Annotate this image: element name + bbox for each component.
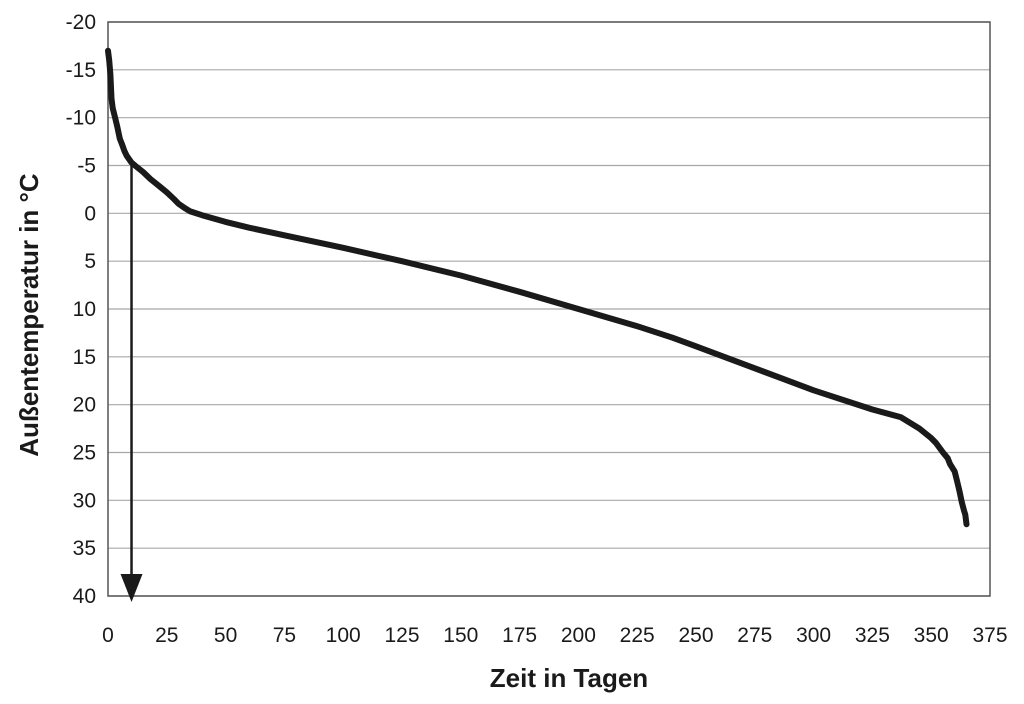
plot-frame bbox=[107, 21, 991, 597]
x-tick-label: 275 bbox=[737, 624, 772, 647]
y-tick-label: 30 bbox=[73, 489, 96, 512]
y-tick-label: 40 bbox=[73, 585, 96, 608]
x-tick-label: 250 bbox=[678, 624, 713, 647]
y-tick-label: -20 bbox=[66, 11, 96, 34]
y-axis-title: Außentemperatur in °C bbox=[14, 173, 44, 457]
y-tick-label: -15 bbox=[66, 59, 96, 82]
x-tick-label: 300 bbox=[796, 624, 831, 647]
x-tick-label: 325 bbox=[855, 624, 890, 647]
grid-lines bbox=[108, 21, 990, 597]
y-tick-label: 35 bbox=[73, 537, 96, 560]
x-tick-label: 0 bbox=[102, 624, 114, 647]
x-tick-label: 100 bbox=[326, 624, 361, 647]
x-tick-label: 125 bbox=[384, 624, 419, 647]
y-tick-label: 25 bbox=[73, 442, 96, 465]
series-line bbox=[105, 47, 970, 528]
x-tick-label: 350 bbox=[914, 624, 949, 647]
x-tick-label: 175 bbox=[502, 624, 537, 647]
x-tick-label: 25 bbox=[155, 624, 178, 647]
x-axis-ticks: 0 25 50 75 100 125 150 175 200 225 250 275 300 325 350… bbox=[102, 624, 1007, 647]
x-axis-title: Zeit in Tagen bbox=[490, 663, 648, 693]
annotation-arrow bbox=[120, 165, 143, 602]
x-tick-label: 200 bbox=[561, 624, 596, 647]
y-tick-label: -5 bbox=[77, 155, 96, 178]
y-tick-label: -10 bbox=[66, 107, 96, 130]
y-tick-label: 0 bbox=[84, 202, 96, 225]
y-tick-label: 15 bbox=[73, 346, 96, 369]
x-tick-label: 375 bbox=[972, 624, 1007, 647]
y-tick-label: 20 bbox=[73, 394, 96, 417]
y-tick-label: 5 bbox=[84, 250, 96, 273]
arrow-head bbox=[120, 574, 143, 602]
x-tick-label: 225 bbox=[620, 624, 655, 647]
y-tick-label: 10 bbox=[73, 298, 96, 321]
x-tick-label: 50 bbox=[214, 624, 237, 647]
y-axis-ticks: -20 -15 -10 -5 0 5 10 15 20 25 30 35 40 bbox=[66, 11, 96, 608]
x-tick-label: 150 bbox=[443, 624, 478, 647]
x-tick-label: 75 bbox=[273, 624, 296, 647]
